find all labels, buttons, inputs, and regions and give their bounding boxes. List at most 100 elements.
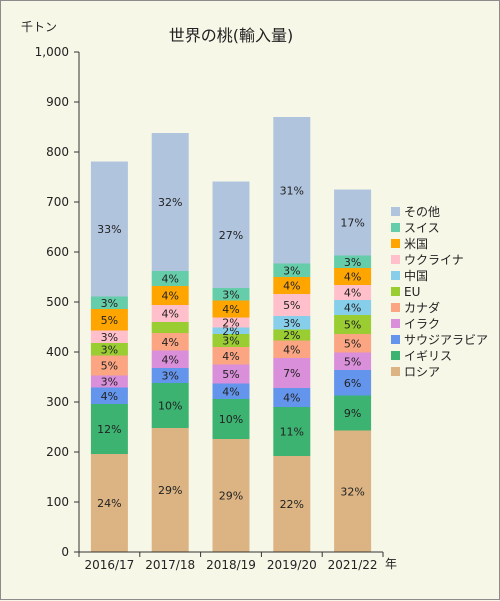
x-tick-label: 2017/18 [145, 558, 195, 572]
data-label: 2% [283, 329, 300, 342]
bar-segment [334, 285, 372, 300]
bar-segment [334, 334, 372, 353]
legend-label: イギリス [404, 349, 452, 363]
legend-label: 中国 [404, 268, 428, 283]
data-label: 2% [222, 317, 239, 330]
bar-segment [273, 263, 311, 277]
y-tick-label: 700 [46, 195, 69, 209]
data-label: 17% [340, 217, 364, 230]
x-tick-label: 2018/19 [206, 558, 256, 572]
legend-label: サウジアラビア [404, 333, 488, 347]
data-label: 3% [283, 317, 300, 330]
bar-segment [334, 430, 372, 552]
data-label: 24% [97, 497, 121, 510]
bar-segment [212, 383, 250, 399]
legend-swatch [391, 287, 400, 296]
data-label: 32% [158, 196, 182, 209]
data-label: 3% [101, 343, 118, 356]
legend-swatch [391, 303, 400, 312]
data-label: 4% [161, 353, 178, 366]
bar-segment [90, 309, 128, 331]
bar-segment [212, 364, 250, 384]
x-axis-label: 年 [385, 557, 397, 571]
data-label: 9% [344, 407, 361, 420]
bar-segment [151, 305, 189, 322]
bar-segment [90, 296, 128, 309]
y-tick-label: 100 [46, 495, 69, 509]
data-label: 11% [280, 426, 304, 439]
bar-segment [90, 387, 128, 404]
bar-segment [273, 316, 311, 330]
chart-title: 世界の桃(輸入量) [169, 26, 294, 45]
data-label: 5% [344, 319, 361, 332]
data-label: 4% [161, 273, 178, 286]
bar-segment [212, 347, 250, 365]
data-label: 3% [222, 335, 239, 348]
bar-segment [334, 300, 372, 315]
y-axis-label: 千トン [21, 20, 57, 34]
bar-segment [90, 355, 128, 376]
data-label: 4% [161, 290, 178, 303]
data-label: 5% [222, 368, 239, 381]
bar-segment [273, 340, 311, 358]
data-label: 3% [222, 288, 239, 301]
y-tick-label: 300 [46, 395, 69, 409]
bar-segment [212, 317, 250, 328]
y-tick-label: 0 [61, 545, 69, 559]
data-label: 4% [161, 308, 178, 321]
legend-label: その他 [404, 205, 440, 219]
bar-segment [212, 288, 250, 301]
y-tick-label: 800 [46, 145, 69, 159]
data-label: 32% [340, 485, 364, 498]
bar-segment [90, 375, 128, 388]
legend-swatch [391, 335, 400, 344]
data-label: 33% [97, 223, 121, 236]
x-tick-label: 2021/22 [328, 558, 378, 572]
data-label: 3% [101, 297, 118, 310]
bar-segment [273, 358, 311, 388]
bar-segment [212, 399, 250, 439]
data-label: 10% [219, 413, 243, 426]
bar-segment [212, 334, 250, 347]
bar-segment [334, 352, 372, 370]
bar-segment [90, 343, 128, 356]
legend-swatch [391, 255, 400, 264]
data-label: 3% [161, 370, 178, 383]
bar-segment [151, 271, 189, 286]
bar-segment [151, 133, 189, 271]
data-label: 4% [344, 287, 361, 300]
bar-segment [90, 404, 128, 454]
data-label: 10% [158, 400, 182, 413]
data-label: 5% [344, 355, 361, 368]
legend-swatch [391, 223, 400, 232]
y-tick-label: 600 [46, 245, 69, 259]
bar-segment [151, 322, 189, 333]
bars-layer: 24%12%4%3%5%3%3%5%3%33%29%10%3%4%4%4%4%4… [90, 117, 372, 552]
bar-segment [151, 333, 189, 351]
data-label: 3% [283, 264, 300, 277]
data-label: 7% [283, 367, 300, 380]
bar-segment [273, 456, 311, 552]
legend-swatch [391, 239, 400, 248]
data-label: 3% [101, 331, 118, 344]
bar-segment [334, 395, 372, 431]
bar-segment [151, 350, 189, 368]
data-label: 27% [219, 229, 243, 242]
y-tick-label: 200 [46, 445, 69, 459]
data-label: 22% [280, 498, 304, 511]
data-label: 12% [97, 423, 121, 436]
bar-segment [151, 428, 189, 552]
bar-segment [273, 329, 311, 341]
bar-segment [212, 327, 250, 334]
bar-segment [151, 368, 189, 383]
legend-label: ウクライナ [404, 253, 464, 267]
data-label: 4% [161, 336, 178, 349]
legend-label: イラク [404, 317, 440, 331]
data-label: 2% [222, 325, 239, 338]
data-label: 4% [344, 302, 361, 315]
bar-segment [151, 383, 189, 428]
bar-segment [90, 161, 128, 297]
